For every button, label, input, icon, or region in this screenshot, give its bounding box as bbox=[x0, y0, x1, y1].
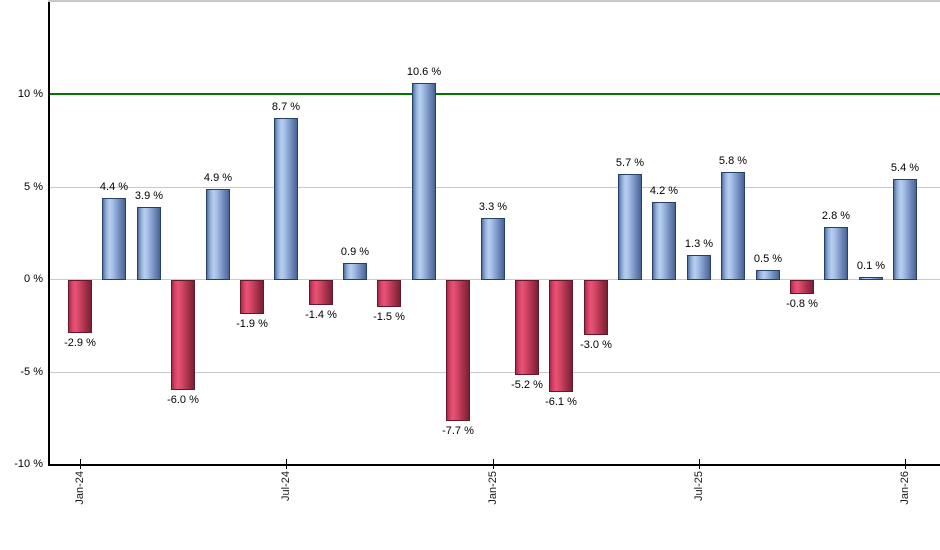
bar-value-label: -3.0 % bbox=[580, 339, 612, 351]
bar-month-0[interactable] bbox=[68, 280, 92, 333]
bar-month-11[interactable] bbox=[446, 280, 470, 421]
bar-month-24[interactable] bbox=[893, 179, 917, 280]
bar-value-label: 3.9 % bbox=[134, 190, 164, 202]
bar-month-4[interactable] bbox=[206, 189, 230, 280]
bar-value-label: -7.7 % bbox=[442, 425, 474, 437]
bar-month-3[interactable] bbox=[171, 280, 195, 390]
bar-value-label: -5.2 % bbox=[511, 379, 543, 391]
x-axis-tick bbox=[286, 459, 287, 469]
bar-value-label: 5.4 % bbox=[890, 162, 920, 174]
bar-value-label: -0.8 % bbox=[786, 298, 818, 310]
bar-month-1[interactable] bbox=[102, 198, 126, 280]
bar-month-20[interactable] bbox=[756, 270, 780, 280]
bar-month-12[interactable] bbox=[481, 218, 505, 280]
bar-month-7[interactable] bbox=[309, 280, 333, 305]
x-axis-tick bbox=[493, 459, 494, 469]
x-axis-tick bbox=[699, 459, 700, 469]
bar-value-label: 0.1 % bbox=[856, 260, 886, 272]
bar-month-9[interactable] bbox=[377, 280, 401, 307]
bar-value-label: 4.4 % bbox=[99, 181, 129, 193]
bar-value-label: 8.7 % bbox=[271, 101, 301, 113]
bar-value-label: -1.4 % bbox=[305, 309, 337, 321]
x-axis-tick-label: Jan-24 bbox=[74, 471, 86, 505]
x-axis-tick-label: Jul-25 bbox=[693, 471, 705, 501]
bar-month-22[interactable] bbox=[824, 227, 848, 280]
threshold-line-10pct bbox=[50, 93, 940, 95]
bar-value-label: -1.5 % bbox=[373, 311, 405, 323]
x-axis-tick bbox=[905, 459, 906, 469]
bar-month-2[interactable] bbox=[137, 207, 161, 280]
bar-value-label: 3.3 % bbox=[478, 201, 508, 213]
y-axis-tick-label: -5 % bbox=[20, 366, 43, 378]
bar-value-label: 4.9 % bbox=[203, 172, 233, 184]
bar-month-16[interactable] bbox=[618, 174, 642, 280]
bar-month-19[interactable] bbox=[721, 172, 745, 280]
bar-value-label: 10.6 % bbox=[406, 66, 442, 78]
bar-value-label: -6.1 % bbox=[545, 396, 577, 408]
bar-month-10[interactable] bbox=[412, 83, 436, 280]
bar-month-17[interactable] bbox=[652, 202, 676, 280]
bar-value-label: 1.3 % bbox=[684, 238, 714, 250]
y-gridline bbox=[50, 372, 940, 373]
x-axis bbox=[48, 464, 940, 466]
bar-value-label: 0.5 % bbox=[753, 253, 783, 265]
bar-value-label: 5.8 % bbox=[718, 155, 748, 167]
y-axis-tick-label: 0 % bbox=[24, 273, 43, 285]
bar-month-23[interactable] bbox=[859, 277, 883, 280]
bar-month-18[interactable] bbox=[687, 255, 711, 280]
bar-month-5[interactable] bbox=[240, 280, 264, 314]
x-axis-tick-label: Jan-26 bbox=[899, 471, 911, 505]
plot-top-border bbox=[48, 0, 940, 2]
y-gridline bbox=[50, 187, 940, 188]
y-axis-tick-label: 5 % bbox=[24, 181, 43, 193]
x-axis-tick-label: Jan-25 bbox=[487, 471, 499, 505]
bar-month-13[interactable] bbox=[515, 280, 539, 375]
bar-value-label: 5.7 % bbox=[615, 157, 645, 169]
bar-value-label: -1.9 % bbox=[236, 318, 268, 330]
bar-month-6[interactable] bbox=[274, 118, 298, 280]
y-axis bbox=[48, 2, 50, 466]
bar-value-label: -2.9 % bbox=[64, 337, 96, 349]
bar-value-label: -6.0 % bbox=[167, 394, 199, 406]
bar-value-label: 4.2 % bbox=[649, 185, 679, 197]
y-axis-tick-label: -10 % bbox=[14, 458, 43, 470]
bar-value-label: 0.9 % bbox=[340, 246, 370, 258]
y-axis-tick-label: 10 % bbox=[17, 88, 43, 100]
bar-month-15[interactable] bbox=[584, 280, 608, 335]
bar-month-21[interactable] bbox=[790, 280, 814, 294]
x-axis-tick-label: Jul-24 bbox=[280, 471, 292, 501]
bar-value-label: 2.8 % bbox=[821, 210, 851, 222]
x-axis-tick bbox=[80, 459, 81, 469]
bar-month-14[interactable] bbox=[549, 280, 573, 392]
bar-month-8[interactable] bbox=[343, 263, 367, 280]
